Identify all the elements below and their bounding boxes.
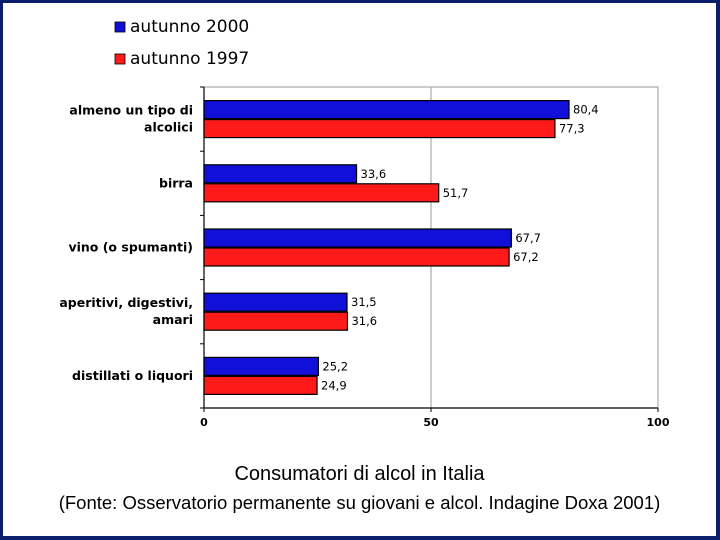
legend-swatch-2 bbox=[114, 53, 126, 65]
bar-autunno-1997 bbox=[203, 311, 349, 331]
value-label: 33,6 bbox=[361, 167, 387, 181]
bar-chart: autunno 2000 autunno 1997 0 50 100 almeno un… bbox=[59, 17, 670, 429]
legend-label-1: autunno 2000 bbox=[130, 17, 249, 37]
bar-autunno-2000 bbox=[203, 164, 358, 184]
legend: autunno 2000 autunno 1997 bbox=[114, 17, 249, 69]
caption-source: (Fonte: Osservatorio permanente su giova… bbox=[58, 492, 661, 513]
bar-autunno-2000 bbox=[203, 228, 512, 248]
category-label: aperitivi, digestivi, bbox=[59, 295, 193, 310]
value-label: 24,9 bbox=[321, 378, 347, 392]
value-label: 31,6 bbox=[351, 314, 377, 328]
category-label: birra bbox=[159, 175, 193, 190]
slide: autunno 2000 autunno 1997 0 50 100 almeno un… bbox=[3, 3, 716, 536]
x-tick-label-100: 100 bbox=[647, 416, 670, 429]
value-label: 25,2 bbox=[322, 359, 348, 373]
category-label: distillati o liquori bbox=[72, 368, 193, 383]
value-label: 31,5 bbox=[351, 295, 377, 309]
category-label: vino (o spumanti) bbox=[68, 240, 193, 255]
value-label: 67,7 bbox=[515, 231, 541, 245]
value-label: 80,4 bbox=[573, 103, 599, 117]
bar-autunno-2000 bbox=[203, 99, 570, 120]
bar-autunno-1997 bbox=[203, 247, 510, 267]
category-label: amari bbox=[153, 312, 193, 327]
value-label: 51,7 bbox=[443, 186, 469, 200]
category-label: alcolici bbox=[144, 120, 193, 135]
bar-autunno-1997 bbox=[203, 118, 556, 139]
value-label: 77,3 bbox=[559, 122, 585, 136]
plot-area: 0 50 100 almeno un tipo di alcolici 80,4 77,3 b… bbox=[59, 86, 670, 429]
bar-autunno-2000 bbox=[203, 356, 320, 376]
bar-autunno-1997 bbox=[203, 375, 318, 395]
legend-swatch-1 bbox=[114, 21, 126, 33]
bar-autunno-1997 bbox=[203, 183, 440, 203]
category-label: almeno un tipo di bbox=[69, 103, 193, 118]
x-tick-label-0: 0 bbox=[200, 416, 208, 429]
x-tick-label-50: 50 bbox=[423, 416, 439, 429]
bar-autunno-2000 bbox=[203, 292, 348, 312]
value-label: 67,2 bbox=[513, 250, 539, 264]
legend-label-2: autunno 1997 bbox=[130, 49, 249, 69]
caption-title: Consumatori di alcol in Italia bbox=[234, 463, 485, 485]
